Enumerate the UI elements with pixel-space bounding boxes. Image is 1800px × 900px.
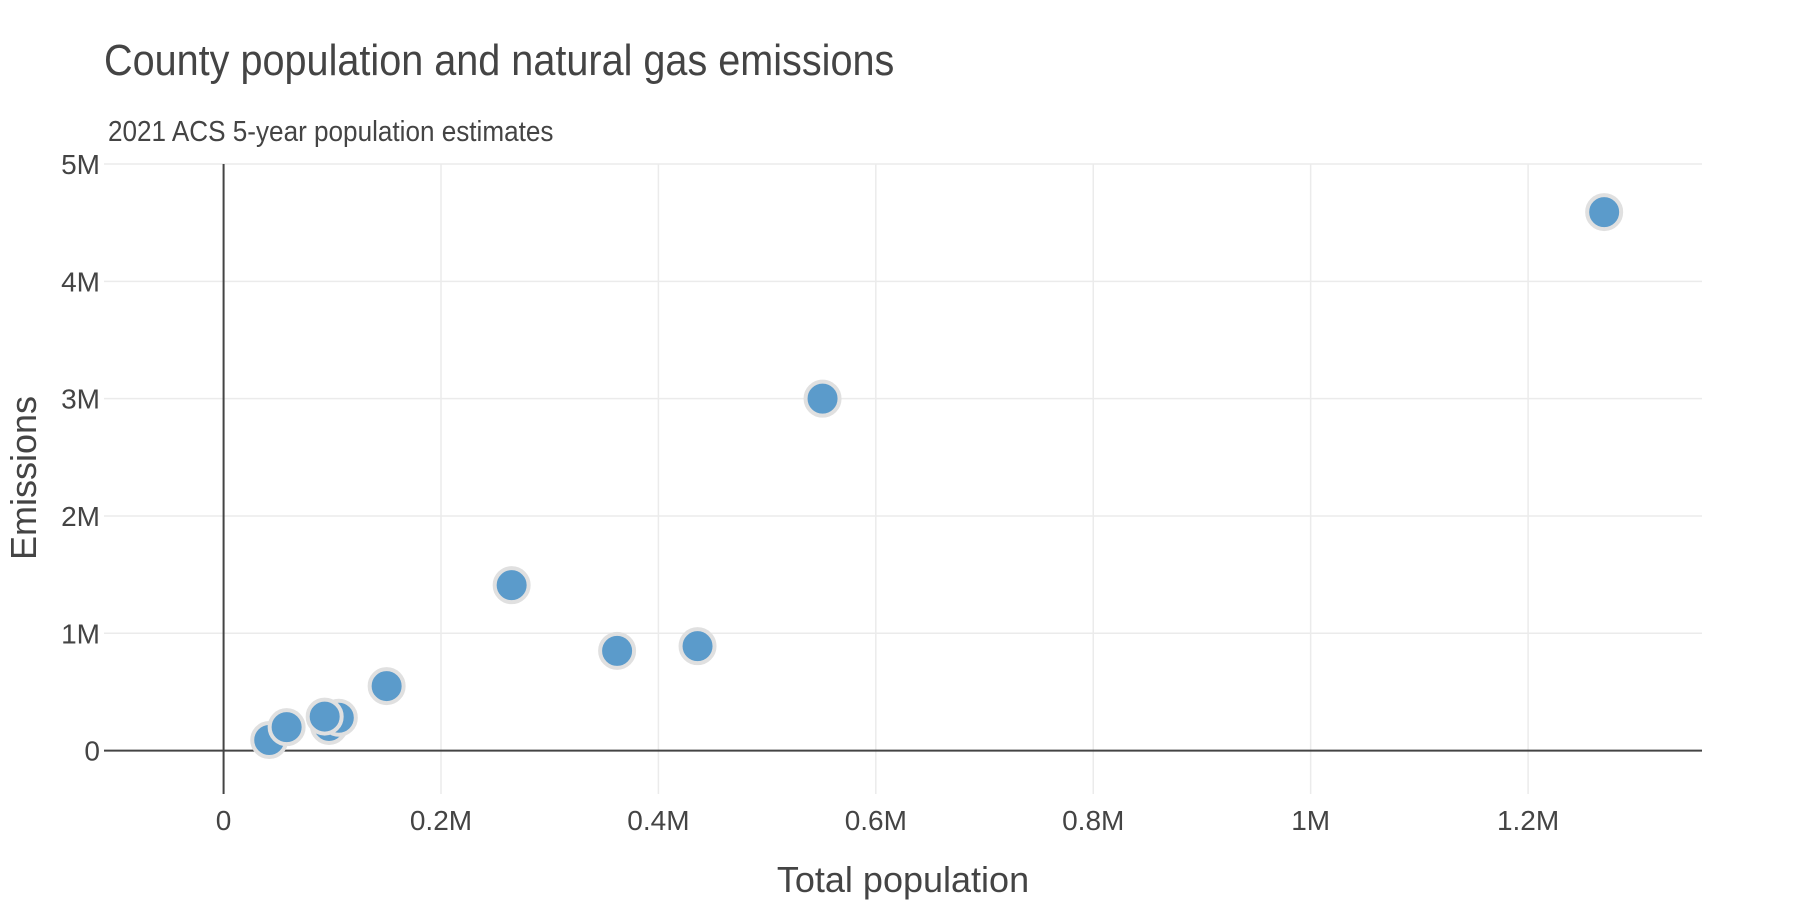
x-tick-label: 0.6M [845, 805, 907, 836]
y-tick-label: 5M [61, 149, 100, 180]
y-tick-label: 0 [84, 736, 100, 767]
tick-labels: 0 0.2M 0.4M 0.6M 0.8M 1M 1.2M 0 1M 2M 3M 4M 5M [61, 149, 1559, 836]
x-tick-label: 0.8M [1062, 805, 1124, 836]
x-tick-label: 0.4M [627, 805, 689, 836]
y-tick-label: 1M [61, 618, 100, 649]
data-point [267, 708, 306, 747]
data-point [598, 631, 637, 670]
y-tick-label: 2M [61, 501, 100, 532]
x-tick-label: 1M [1291, 805, 1330, 836]
x-tick-label: 0 [216, 805, 232, 836]
x-tick-label: 0.2M [410, 805, 472, 836]
axes [104, 164, 1702, 794]
y-axis-title: Emissions [3, 396, 44, 560]
y-tick-label: 4M [61, 266, 100, 297]
x-axis-title: Total population [777, 859, 1029, 900]
data-points [250, 193, 1624, 760]
grid [104, 163, 1702, 794]
chart-subtitle: 2021 ACS 5-year population estimates [108, 116, 554, 148]
data-point [305, 697, 344, 736]
data-point [678, 627, 717, 666]
data-point [492, 566, 531, 605]
x-tick-label: 1.2M [1497, 805, 1559, 836]
data-point [367, 667, 406, 706]
chart-title: County population and natural gas emissi… [104, 36, 895, 85]
data-point [803, 379, 842, 418]
data-point [1585, 193, 1624, 232]
y-tick-label: 3M [61, 384, 100, 415]
